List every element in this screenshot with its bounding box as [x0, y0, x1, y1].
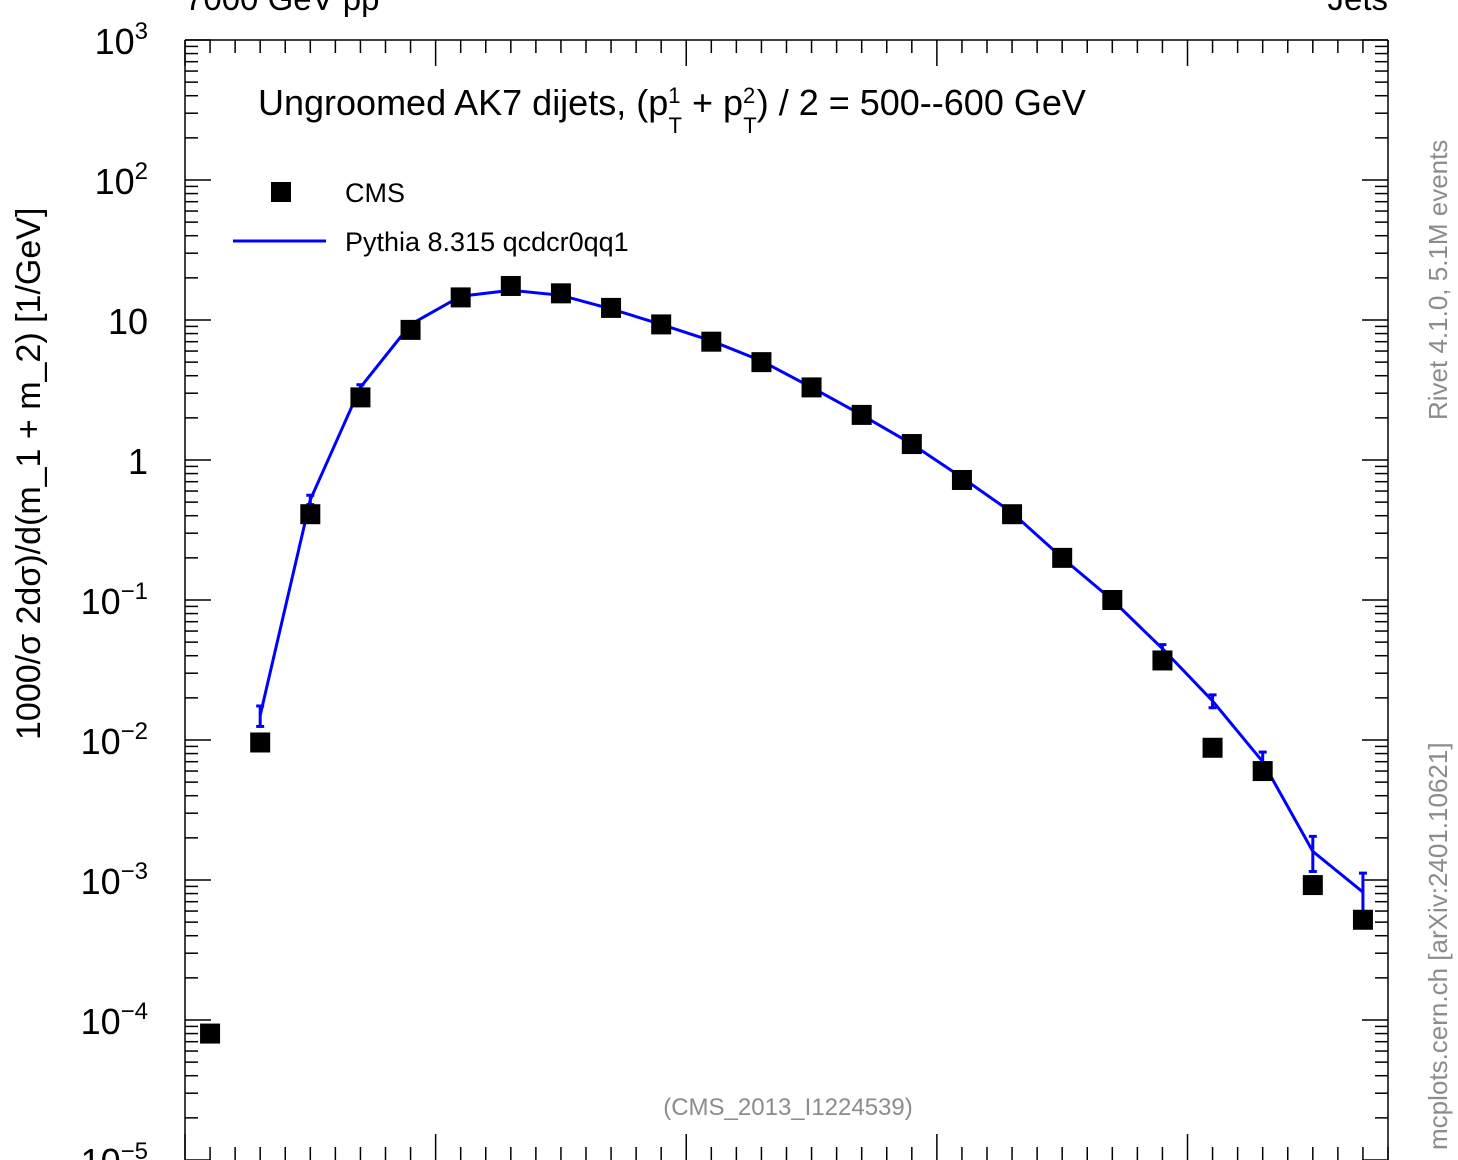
- cms-data-point: [751, 352, 772, 373]
- cms-data-point: [1052, 547, 1073, 568]
- y-tick-label: 10−1: [81, 578, 148, 622]
- cms-data-point: [701, 331, 722, 352]
- legend-cms-marker: [271, 182, 291, 202]
- cms-data-point: [951, 469, 972, 490]
- chart-title: Ungroomed AK7 dijets, (p1 T + p2 T) / 2 = …: [258, 82, 1086, 138]
- cms-data-point: [350, 387, 371, 408]
- title-prefix: Ungroomed AK7 dijets, (p: [258, 82, 668, 123]
- y-tick-label: 10−3: [81, 858, 148, 902]
- cms-data-point: [500, 275, 521, 296]
- y-tick-label: 103: [95, 18, 148, 62]
- y-tick-label: 10: [108, 301, 148, 342]
- y-tick-label: 10−4: [81, 998, 148, 1042]
- cms-series-layer: [200, 275, 1373, 1044]
- cms-data-point: [200, 1023, 221, 1044]
- title-suffix: ) / 2 = 500--600 GeV: [757, 82, 1086, 123]
- cms-data-point: [1352, 909, 1373, 930]
- cms-data-point: [1002, 504, 1023, 525]
- cms-data-point: [400, 319, 421, 340]
- header-right: Jets: [1327, 0, 1388, 17]
- legend-cms-label: CMS: [345, 178, 405, 208]
- title-sub2: T: [743, 113, 756, 138]
- title-sup2: 2: [743, 83, 755, 108]
- y-axis-label: 1000/σ 2dσ)/d(m_1 + m_2) [1/GeV]: [10, 208, 48, 740]
- title-sup1: 1: [668, 83, 680, 108]
- cms-data-point: [550, 283, 571, 304]
- rivet-version-label: Rivet 4.1.0, 5.1M events: [1423, 139, 1453, 420]
- cms-data-point: [901, 434, 922, 455]
- mcplots-source-label: mcplots.cern.ch [arXiv:2401.10621]: [1423, 742, 1453, 1150]
- axis-ticks-layer: [184, 39, 1389, 1160]
- cms-data-point: [1102, 590, 1123, 610]
- legend-pythia-label: Pythia 8.315 qcdcr0qq1: [345, 227, 629, 257]
- y-tick-label: 10−5: [81, 1138, 148, 1160]
- y-tick-label: 1: [128, 441, 148, 482]
- y-tick-label: 102: [95, 158, 148, 202]
- title-sub1: T: [668, 113, 681, 138]
- plot-frame-layer: [184, 39, 1389, 1160]
- cms-data-point: [1302, 875, 1323, 896]
- cms-data-point: [601, 297, 622, 318]
- title-mid: + p: [682, 82, 743, 123]
- cms-data-point: [450, 287, 471, 308]
- cms-data-point: [651, 314, 672, 335]
- cms-data-point: [250, 732, 271, 753]
- cms-data-point: [1252, 761, 1273, 782]
- watermark: (CMS_2013_I1224539): [663, 1094, 913, 1121]
- cms-data-point: [300, 504, 321, 525]
- header-left: 7000 GeV pp: [185, 0, 380, 17]
- cms-data-point: [1202, 737, 1223, 758]
- y-tick-label: 10−2: [81, 718, 148, 762]
- cms-data-point: [801, 377, 822, 398]
- cms-data-point: [851, 404, 872, 425]
- cms-data-point: [1152, 650, 1173, 671]
